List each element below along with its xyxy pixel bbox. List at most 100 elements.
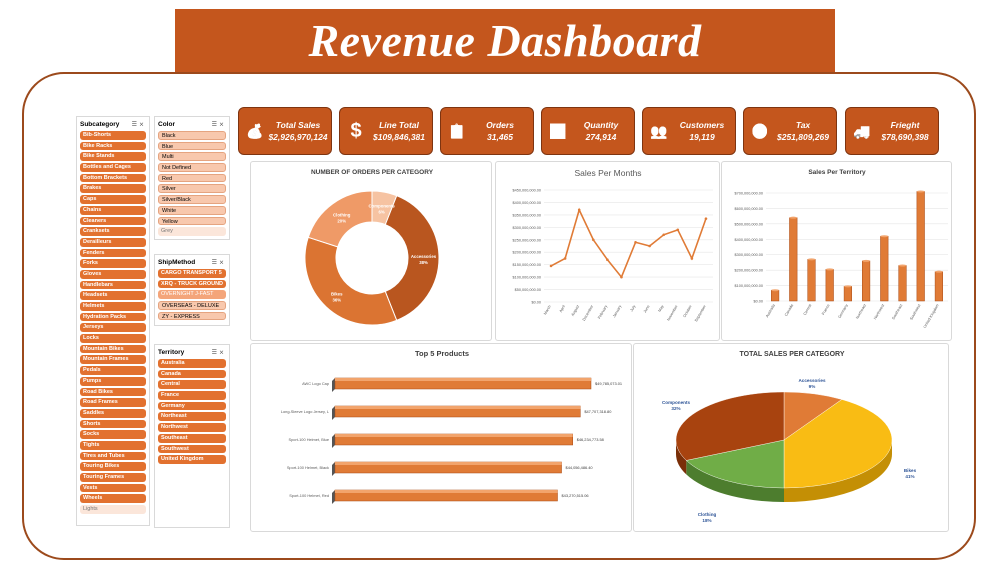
line-point-august[interactable] (577, 208, 581, 212)
color-slicer-item-white[interactable]: White (158, 205, 226, 215)
line-point-july[interactable] (634, 240, 637, 244)
territory-slicer-item-central[interactable]: Central (158, 380, 226, 390)
line-point-september[interactable] (704, 217, 708, 220)
y-tick-label: $400,000,000.00 (512, 201, 541, 205)
subcategory-slicer-item-tights[interactable]: Tights (80, 440, 146, 450)
subcategory-slicer-item-handlebars[interactable]: Handlebars (80, 280, 146, 290)
subcategory-slicer-item-gloves[interactable]: Gloves (80, 269, 146, 279)
subcategory-slicer-item-mountain-bikes[interactable]: Mountain Bikes (80, 344, 146, 354)
territory-slicer-item-canada[interactable]: Canada (158, 369, 226, 379)
territory-slicer-item-france[interactable]: France (158, 391, 226, 400)
color-slicer-item-silver-black[interactable]: Silver/Black (158, 195, 226, 204)
territory-bar-central[interactable] (807, 259, 816, 302)
line-point-february[interactable] (606, 258, 609, 261)
subcategory-slicer-item-fenders[interactable]: Fenders (80, 248, 146, 258)
subcategory-slicer-item-bottom-brackets[interactable]: Bottom Brackets (80, 173, 146, 183)
donut-slice-accessories[interactable] (384, 195, 440, 321)
shipmethod-slicer-item-xrq-truck-ground[interactable]: XRQ - TRUCK GROUND (158, 279, 226, 289)
donut-slice-components[interactable] (371, 190, 398, 226)
territory-bar-southwest[interactable] (916, 191, 925, 302)
line-point-march[interactable] (549, 264, 553, 268)
color-slicer-item-not-defined[interactable]: Not Defined (158, 163, 226, 172)
subcategory-slicer-item-socks[interactable]: Socks (80, 430, 146, 439)
subcategory-slicer-item-headsets[interactable]: Headsets (80, 291, 146, 300)
subcategory-slicer-item-wheels[interactable]: Wheels (80, 494, 146, 504)
pie-slice-bikes[interactable] (783, 399, 893, 489)
line-point-april[interactable] (563, 257, 567, 260)
subcategory-slicer-item-forks[interactable]: Forks (80, 259, 146, 268)
shipmethod-slicer-item-cargo-transport-5[interactable]: CARGO TRANSPORT 5 (158, 269, 226, 278)
territory-bar-southeast[interactable] (898, 265, 907, 302)
line-point-january[interactable] (620, 275, 623, 279)
color-slicer-item-silver[interactable]: Silver (158, 184, 226, 194)
subcategory-slicer-item-brakes[interactable]: Brakes (80, 184, 146, 194)
color-slicer-item-grey[interactable]: Grey (158, 227, 226, 236)
territory-slicer-item-southeast[interactable]: Southeast (158, 433, 226, 443)
multi-select-icon[interactable]: ☰ (211, 349, 219, 356)
territory-slicer-item-united-kingdom[interactable]: United Kingdom (158, 455, 226, 464)
subcategory-slicer-item-caps[interactable]: Caps (80, 195, 146, 204)
multi-select-icon[interactable]: ☰ (131, 121, 139, 128)
subcategory-slicer-item-jerseys[interactable]: Jerseys (80, 323, 146, 333)
subcategory-slicer-item-locks[interactable]: Locks (80, 334, 146, 343)
territory-slicer-item-australia[interactable]: Australia (158, 359, 226, 368)
shipmethod-slicer-item-overseas-deluxe[interactable]: OVERSEAS - DELUXE (158, 301, 226, 310)
color-slicer-item-blue[interactable]: Blue (158, 141, 226, 151)
subcategory-slicer-item-saddles[interactable]: Saddles (80, 408, 146, 418)
pie-slice-components[interactable] (675, 391, 785, 461)
subcategory-slicer-item-touring-frames[interactable]: Touring Frames (80, 473, 146, 482)
clear-filter-icon[interactable]: ⨯ (138, 121, 146, 128)
pie-slice-clothing[interactable] (685, 439, 785, 489)
territory-bar-northeast[interactable] (862, 260, 871, 302)
y-tick-label: $300,000,000.00 (734, 253, 763, 257)
multi-select-icon[interactable]: ☰ (211, 121, 219, 128)
subcategory-slicer-item-bottles-and-cages[interactable]: Bottles and Cages (80, 163, 146, 172)
subcategory-slicer-item-vests[interactable]: Vests (80, 483, 146, 493)
territory-bar-united-kingdom[interactable] (934, 271, 943, 302)
subcategory-slicer-item-lights[interactable]: Lights (80, 505, 146, 514)
territory-slicer-item-southwest[interactable]: Southwest (158, 444, 226, 454)
subcategory-slicer-item-touring-bikes[interactable]: Touring Bikes (80, 462, 146, 471)
color-slicer-item-red[interactable]: Red (158, 173, 226, 183)
subcategory-slicer-item-pumps[interactable]: Pumps (80, 376, 146, 386)
territory-slicer-item-germany[interactable]: Germany (158, 401, 226, 411)
subcategory-slicer-item-derailleurs[interactable]: Derailleurs (80, 237, 146, 247)
subcategory-slicer-item-bib-shorts[interactable]: Bib-Shorts (80, 131, 146, 140)
subcategory-slicer-item-road-frames[interactable]: Road Frames (80, 398, 146, 407)
subcategory-slicer-item-hydration-packs[interactable]: Hydration Packs (80, 312, 146, 322)
clear-filter-icon[interactable]: ⨯ (218, 121, 226, 128)
donut-slice-bikes[interactable] (304, 236, 398, 326)
subcategory-slicer-item-shorts[interactable]: Shorts (80, 419, 146, 429)
subcategory-slicer-item-cranksets[interactable]: Cranksets (80, 227, 146, 236)
multi-select-icon[interactable]: ☰ (211, 259, 219, 266)
subcategory-slicer-item-bike-stands[interactable]: Bike Stands (80, 152, 146, 162)
color-slicer-item-multi[interactable]: Multi (158, 152, 226, 162)
line-point-october[interactable] (690, 257, 694, 260)
territory-bar-france[interactable] (825, 269, 834, 302)
territory-slicer-item-northwest[interactable]: Northwest (158, 423, 226, 432)
territory-slicer-item-northeast[interactable]: Northeast (158, 412, 226, 422)
subcategory-slicer-item-pedals[interactable]: Pedals (80, 366, 146, 375)
clear-filter-icon[interactable]: ⨯ (218, 259, 226, 266)
y-tick-label: $600,000,000.00 (734, 207, 763, 211)
clear-filter-icon[interactable]: ⨯ (218, 349, 226, 356)
subcategory-slicer-item-road-bikes[interactable]: Road Bikes (80, 387, 146, 397)
territory-bar-germany[interactable] (843, 286, 852, 302)
subcategory-slicer-item-chains[interactable]: Chains (80, 205, 146, 215)
territory-bar-canada[interactable] (789, 217, 798, 302)
line-point-november[interactable] (676, 228, 680, 232)
subcategory-slicer-item-helmets[interactable]: Helmets (80, 302, 146, 311)
color-slicer-item-yellow[interactable]: Yellow (158, 216, 226, 226)
line-point-may[interactable] (662, 233, 666, 237)
shipmethod-slicer-item-zy-express[interactable]: ZY - EXPRESS (158, 311, 226, 321)
territory-bar-australia[interactable] (771, 289, 780, 302)
shipmethod-slicer-item-overnight-j-fast[interactable]: OVERNIGHT J-FAST (158, 290, 226, 300)
color-slicer-item-black[interactable]: Black (158, 131, 226, 140)
line-point-december[interactable] (591, 238, 595, 242)
subcategory-slicer-item-tires-and-tubes[interactable]: Tires and Tubes (80, 451, 146, 461)
line-point-june[interactable] (648, 244, 651, 248)
subcategory-slicer-item-cleaners[interactable]: Cleaners (80, 216, 146, 226)
subcategory-slicer-item-mountain-frames[interactable]: Mountain Frames (80, 355, 146, 365)
territory-bar-northwest[interactable] (880, 235, 889, 302)
subcategory-slicer-item-bike-racks[interactable]: Bike Racks (80, 141, 146, 151)
